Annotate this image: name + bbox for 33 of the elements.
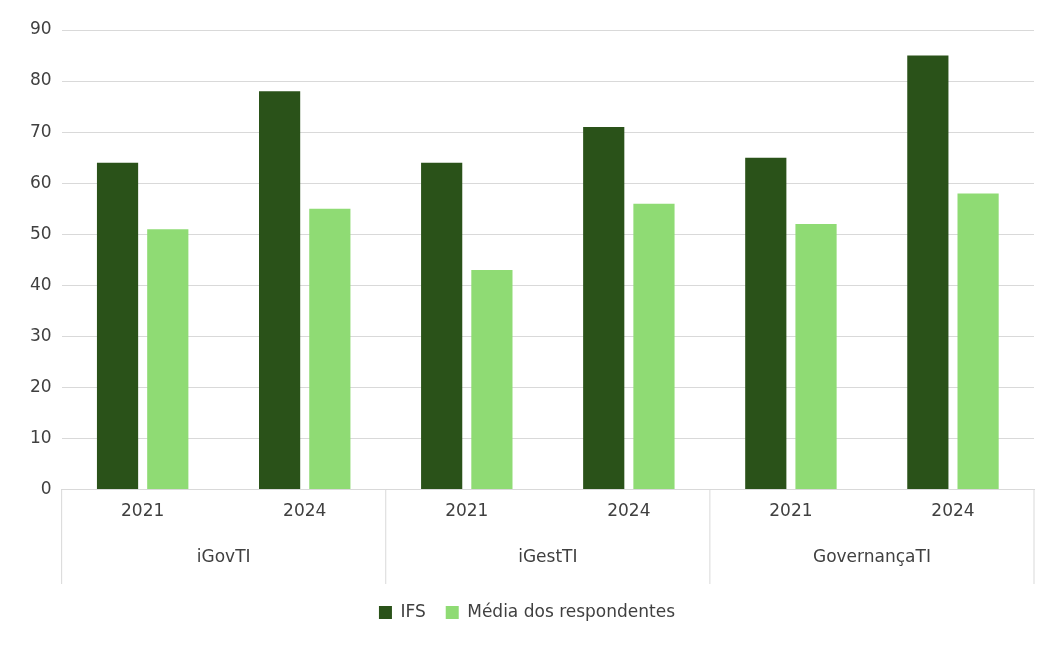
y-tick-label: 60 [29, 171, 52, 192]
y-tick-label: 30 [29, 324, 52, 345]
bar [96, 162, 139, 490]
bar [957, 193, 999, 490]
y-tick-label: 90 [29, 18, 52, 39]
bar [421, 162, 463, 490]
text: GovernançaTI [812, 546, 931, 567]
y-tick-label: 40 [29, 273, 52, 294]
y-tick-label: 0 [40, 478, 52, 499]
legend-label: Média dos respondentes [467, 600, 676, 621]
y-tick-label: 70 [29, 120, 52, 141]
y-tick-label: 50 [29, 222, 52, 243]
bar [907, 55, 949, 490]
bar [795, 224, 837, 490]
bar [147, 229, 189, 490]
x-tick-label: 2024 [607, 500, 651, 521]
text: iGovTI [196, 546, 251, 567]
y-tick-label: 10 [29, 426, 52, 447]
text: iGestTI [518, 546, 578, 567]
x-tick-label: 2024 [931, 500, 975, 521]
bar [259, 91, 301, 490]
x-tick-label: 2021 [445, 500, 489, 521]
bar [583, 127, 625, 490]
bar [745, 157, 787, 490]
x-tick-label: 2021 [769, 500, 813, 521]
y-tick-label: 20 [29, 375, 52, 396]
bar [471, 270, 513, 490]
legend-label: IFS [400, 600, 426, 621]
y-tick-label: 80 [29, 69, 52, 90]
bar [633, 203, 675, 490]
x-tick-label: 2024 [283, 500, 327, 521]
x-tick-label: 2021 [121, 500, 165, 521]
bar [309, 208, 351, 490]
